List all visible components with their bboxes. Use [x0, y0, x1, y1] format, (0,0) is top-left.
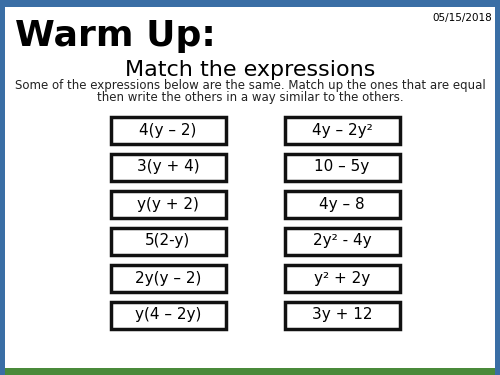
FancyBboxPatch shape [110, 302, 226, 328]
Text: 4y – 8: 4y – 8 [319, 196, 365, 211]
Text: Warm Up:: Warm Up: [15, 19, 216, 53]
Bar [0, 0, 500, 7]
FancyBboxPatch shape [110, 264, 226, 291]
Bar [0, 0, 5, 375]
Text: 2y(y – 2): 2y(y – 2) [135, 270, 201, 285]
Text: then write the others in a way similar to the others.: then write the others in a way similar t… [96, 91, 404, 104]
FancyBboxPatch shape [110, 228, 226, 255]
Text: Some of the expressions below are the same. Match up the ones that are equal: Some of the expressions below are the sa… [14, 79, 486, 92]
Bar [495, 0, 500, 375]
FancyBboxPatch shape [284, 153, 400, 180]
Text: 4(y – 2): 4(y – 2) [140, 123, 196, 138]
FancyBboxPatch shape [284, 302, 400, 328]
FancyBboxPatch shape [284, 228, 400, 255]
Text: 05/15/2018: 05/15/2018 [432, 13, 492, 23]
Text: y(y + 2): y(y + 2) [137, 196, 199, 211]
Text: 2y² - 4y: 2y² - 4y [312, 234, 372, 249]
Text: Match the expressions: Match the expressions [125, 60, 375, 80]
Text: y(4 – 2y): y(4 – 2y) [135, 308, 201, 322]
Text: 4y – 2y²: 4y – 2y² [312, 123, 372, 138]
Text: 3(y + 4): 3(y + 4) [136, 159, 200, 174]
FancyBboxPatch shape [284, 190, 400, 217]
Text: 3y + 12: 3y + 12 [312, 308, 372, 322]
FancyBboxPatch shape [284, 117, 400, 144]
Text: 10 – 5y: 10 – 5y [314, 159, 370, 174]
FancyBboxPatch shape [110, 190, 226, 217]
FancyBboxPatch shape [110, 117, 226, 144]
Text: y² + 2y: y² + 2y [314, 270, 370, 285]
Bar [0, 368, 500, 375]
FancyBboxPatch shape [110, 153, 226, 180]
FancyBboxPatch shape [284, 264, 400, 291]
Text: 5(2-y): 5(2-y) [146, 234, 190, 249]
